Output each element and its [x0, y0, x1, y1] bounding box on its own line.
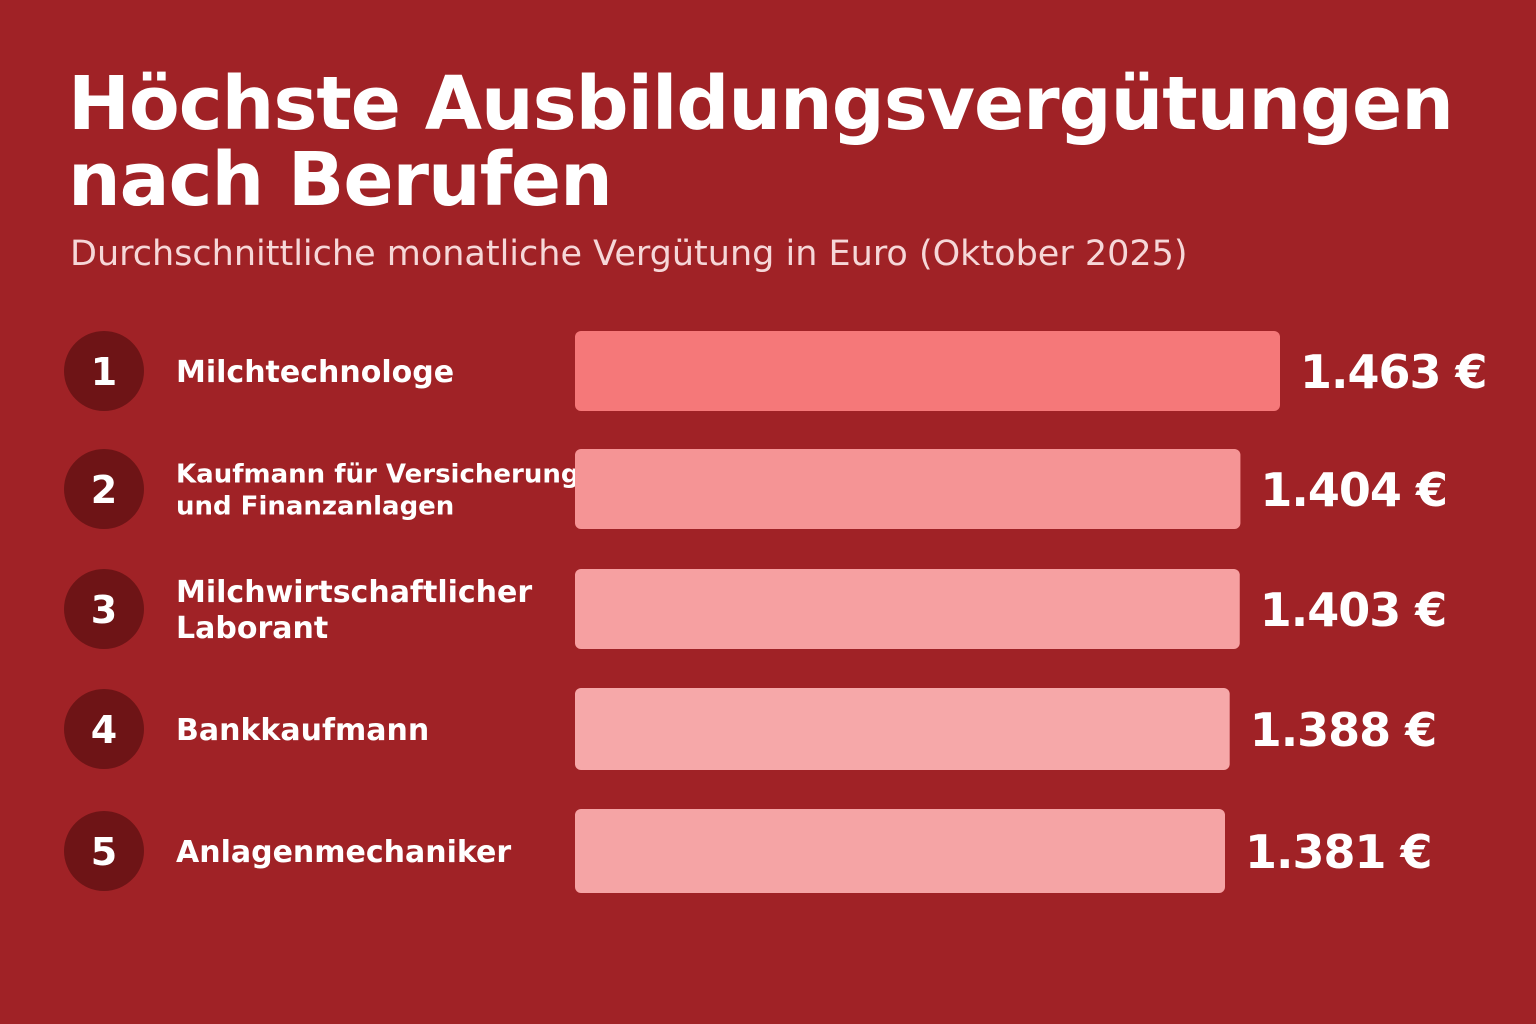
rank-number: 2	[91, 468, 117, 512]
bar	[575, 331, 1280, 411]
rank-number: 3	[91, 588, 117, 632]
rank-badge	[64, 689, 144, 769]
value-label: 1.388 €	[1250, 703, 1437, 757]
bar-row: 4 Bankkaufmann 1.388 €	[64, 688, 1437, 770]
bar	[575, 449, 1241, 529]
value-label: 1.404 €	[1260, 463, 1447, 517]
bar	[575, 569, 1240, 649]
category-label: und Finanzanlagen	[176, 491, 454, 521]
category-label: Milchwirtschaftlicher	[176, 575, 532, 610]
bar	[575, 688, 1230, 770]
category-label: Kaufmann für Versicherungen	[176, 459, 616, 489]
rank-number: 1	[91, 350, 117, 394]
category-label: Bankkaufmann	[176, 713, 429, 748]
rank-badge	[64, 569, 144, 649]
rank-badge	[64, 331, 144, 411]
rank-number: 5	[91, 830, 117, 874]
bar-row: 5 Anlagenmechaniker 1.381 €	[64, 809, 1433, 893]
category-label: Milchtechnologe	[176, 355, 454, 390]
rank-badge	[64, 811, 144, 891]
bar	[575, 809, 1225, 893]
value-label: 1.403 €	[1260, 583, 1447, 637]
category-label: Laborant	[176, 611, 328, 646]
value-label: 1.463 €	[1300, 345, 1487, 399]
rank-badge	[64, 449, 144, 529]
category-label: Anlagenmechaniker	[176, 835, 511, 870]
value-label: 1.381 €	[1245, 825, 1432, 879]
rank-number: 4	[91, 708, 117, 752]
chart-subtitle: Durchschnittliche monatliche Vergütung i…	[70, 234, 1188, 274]
chart-title: Höchste Ausbildungsvergütungen nach Beru…	[68, 61, 1454, 223]
bar-row: 1 Milchtechnologe 1.463 €	[64, 331, 1488, 411]
